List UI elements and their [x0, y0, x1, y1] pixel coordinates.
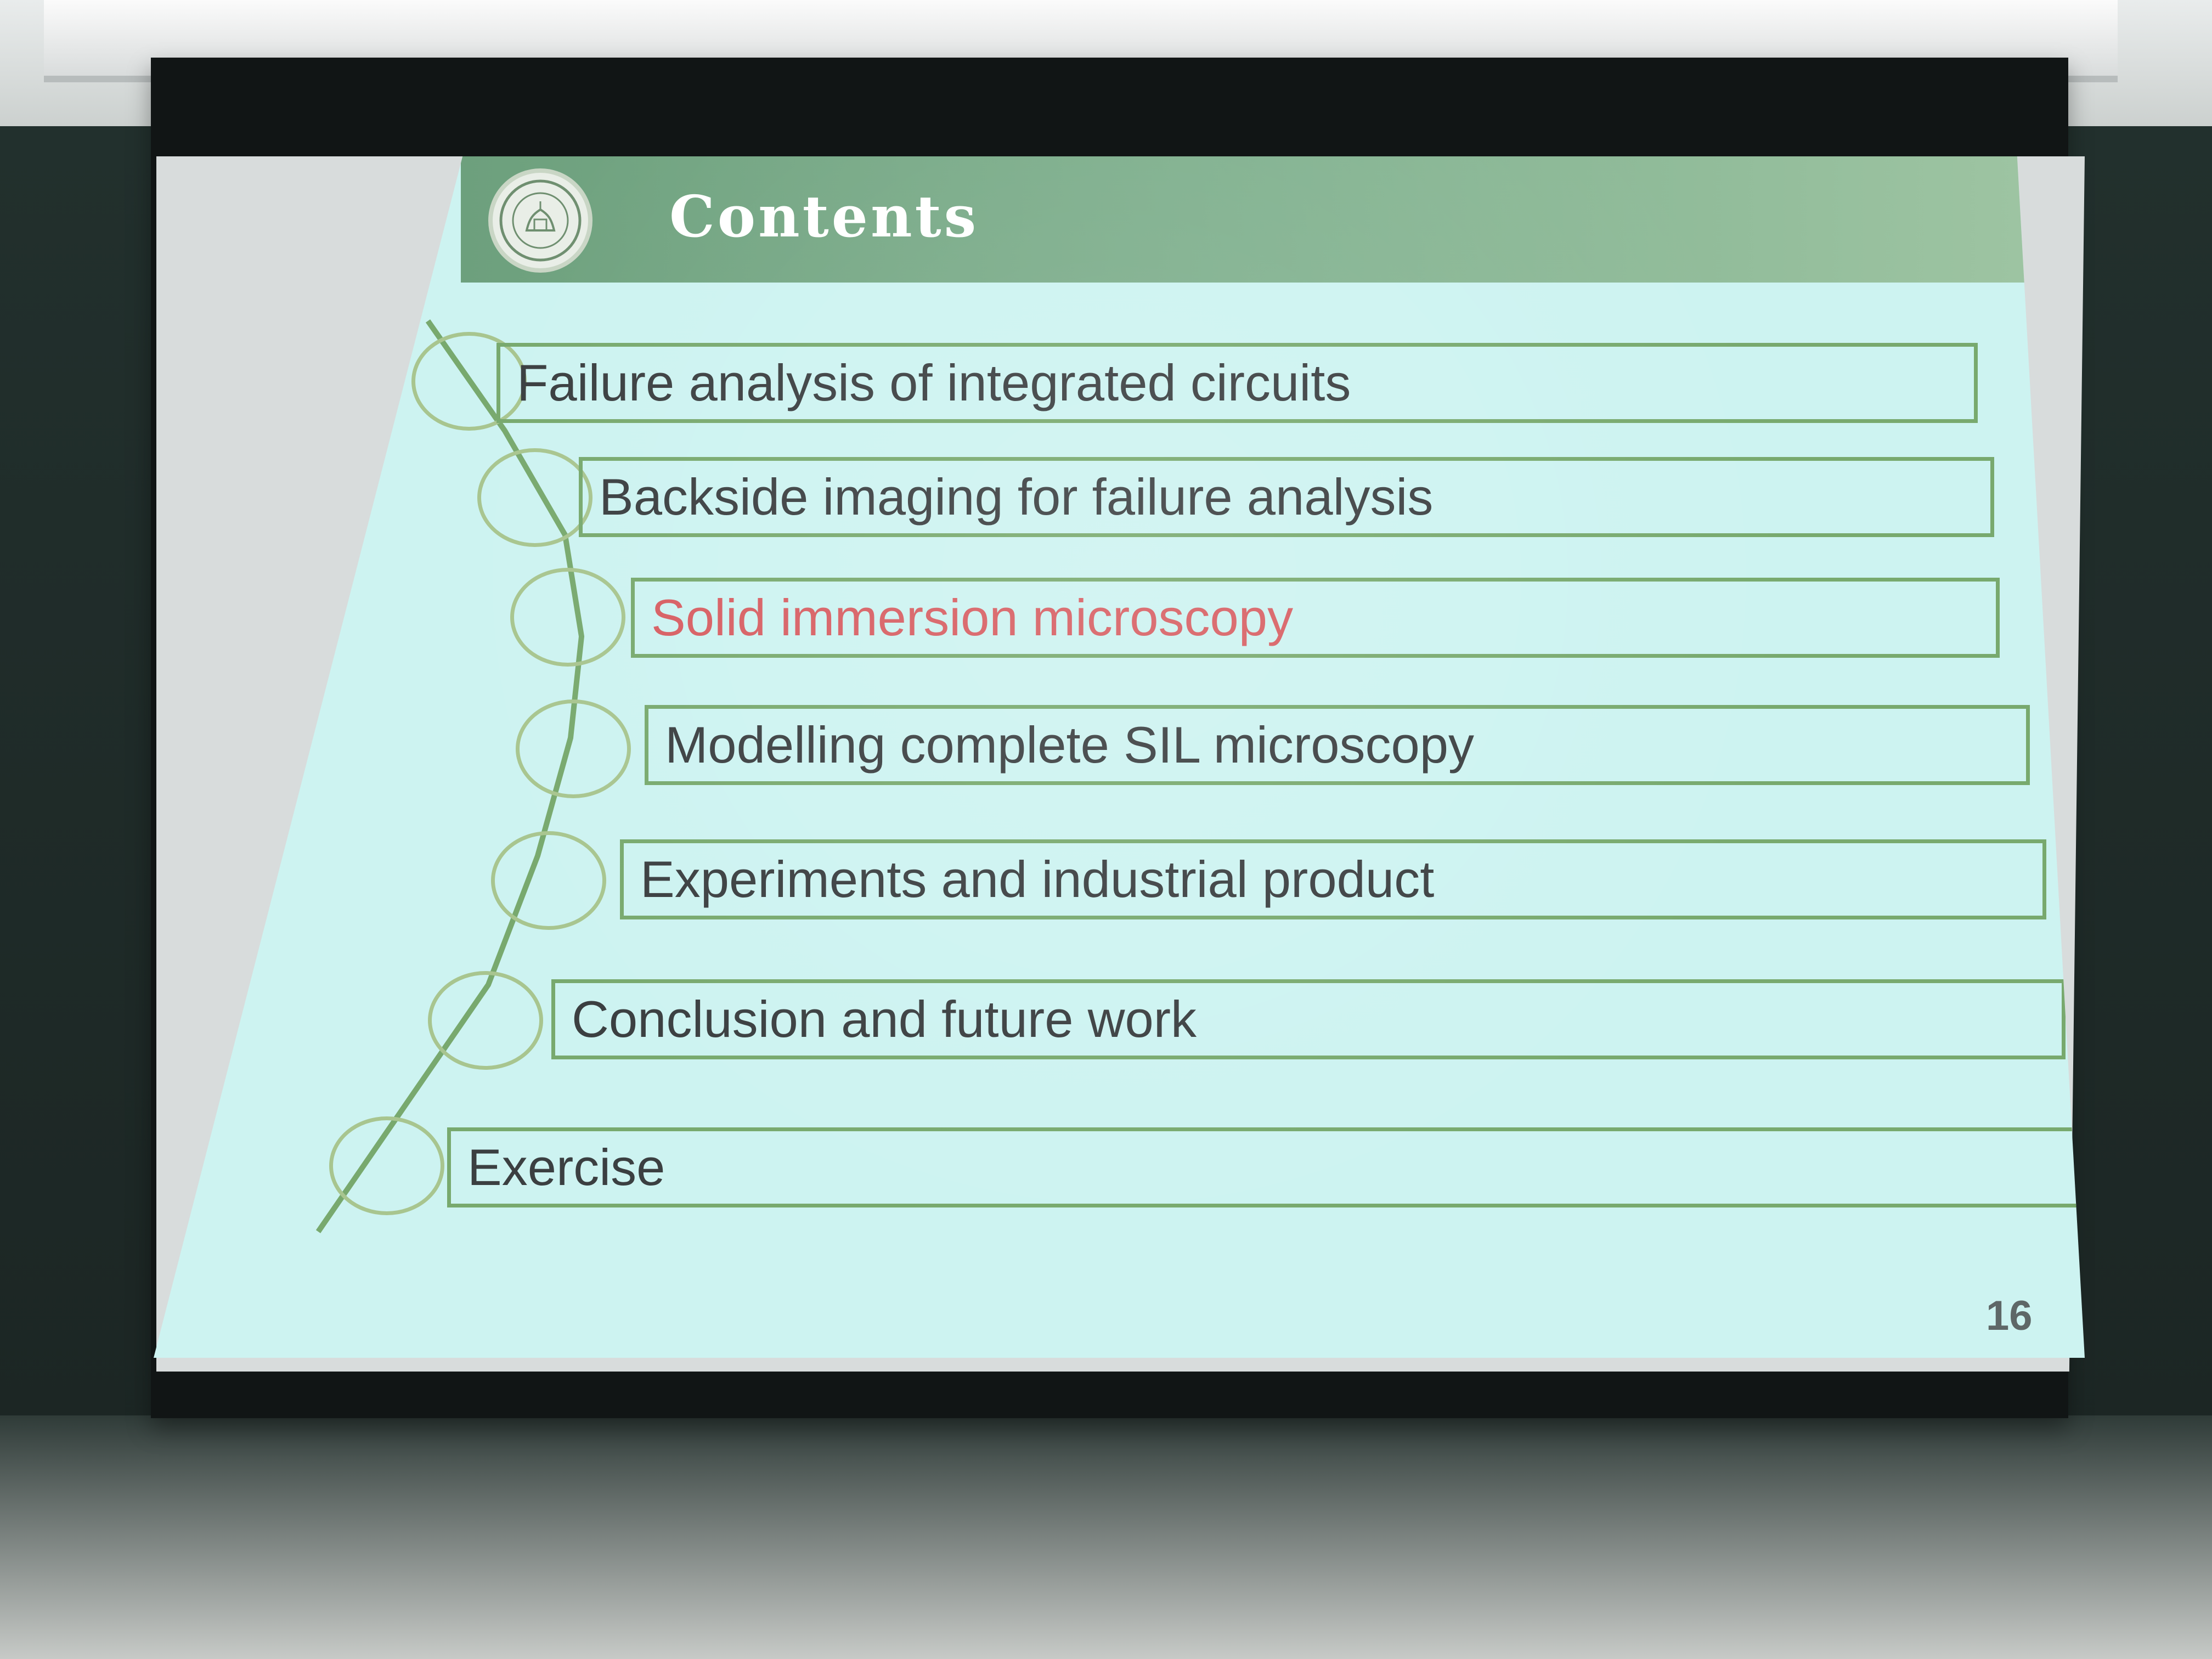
- slide-page-number: 16: [1986, 1293, 2033, 1339]
- contents-item-7: Exercise: [447, 1127, 2085, 1207]
- timeline-circle-4: [516, 699, 631, 798]
- timeline-circle-3: [510, 568, 625, 667]
- lower-board: [0, 1415, 2212, 1659]
- contents-item-2: Backside imaging for failure analysis: [579, 457, 1994, 537]
- presentation-slide: Contents Failure analysis of integrated …: [154, 156, 2085, 1358]
- contents-item-6: Conclusion and future work: [551, 979, 2066, 1059]
- contents-item-4: Modelling complete SIL microscopy: [645, 705, 2030, 785]
- timeline-circle-5: [491, 831, 606, 930]
- timeline-circle-6: [428, 971, 543, 1070]
- university-seal-logo: [488, 168, 592, 273]
- slide-header: [461, 156, 2074, 283]
- seal-icon: [499, 179, 582, 262]
- timeline-circle-2: [477, 448, 592, 547]
- contents-item-3: Solid immersion microscopy: [631, 578, 2000, 658]
- timeline-circle-7: [329, 1116, 444, 1215]
- contents-item-1: Failure analysis of integrated circuits: [496, 343, 1978, 423]
- contents-item-5: Experiments and industrial product: [620, 839, 2046, 919]
- slide-title: Contents: [669, 183, 979, 250]
- timeline-circle-1: [411, 332, 527, 431]
